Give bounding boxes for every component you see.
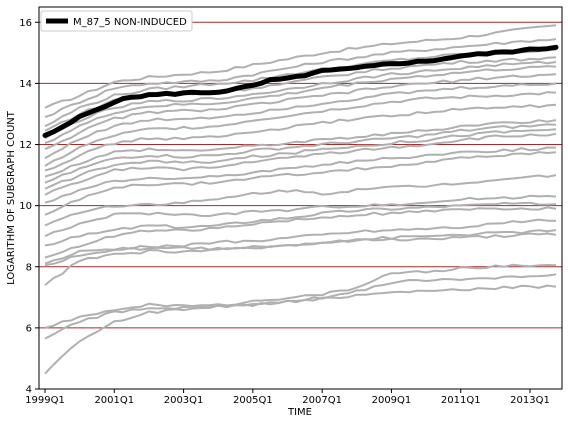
background-series-line-18 [44,194,557,238]
legend-label: M_87_5 NON-INDUCED [73,17,187,28]
axes: 4 6 8 10 12 14 16 1999Q1 2001Q1 2003Q1 2005Q1 2007Q… [19,18,550,406]
x-tick-label: 2013Q1 [510,395,550,406]
background-series-group [44,24,557,375]
highlight-series-line [42,44,559,138]
plot-frame [38,6,563,390]
background-series-line-17 [44,174,557,227]
background-series-line-23 [44,232,557,267]
background-series-line-8 [44,82,557,160]
y-tick-label: 12 [19,140,32,151]
y-tick-label: 6 [26,323,32,334]
y-tick-label: 8 [26,262,32,273]
background-series-line-7 [44,73,557,151]
background-series-line-1 [44,24,557,109]
highlight-series-group [42,44,559,138]
x-tick-label: 2005Q1 [233,395,273,406]
x-tick-label: 2007Q1 [302,395,342,406]
y-tick-label: 10 [19,201,32,212]
x-axis-title: TIME [287,407,312,418]
y-tick-label: 4 [26,385,32,396]
background-series-line-15 [44,146,557,204]
x-tick-label: 2001Q1 [94,395,134,406]
y-tick-label: 14 [19,79,32,90]
x-tick-label: 2003Q1 [164,395,204,406]
legend-box [40,10,193,32]
background-series-line-16 [44,151,557,216]
background-series-line-5 [44,60,557,140]
background-series-line-13 [44,128,557,190]
background-series-line-9 [44,91,557,167]
background-series-line-19 [44,201,557,247]
background-series-line-10 [44,103,557,172]
background-series-line-2 [44,38,557,118]
background-series-line-20 [44,206,557,259]
x-tick-label: 2011Q1 [441,395,481,406]
background-series-line-24 [44,263,557,329]
background-series-line-14 [44,132,557,196]
y-axis-title: LOGARITHM OF SUBGRAPH COUNT [6,110,17,285]
background-series-line-12 [44,123,557,184]
background-series-line-6 [44,65,557,144]
background-series-line-11 [44,119,557,178]
y-tick-label: 16 [19,18,32,29]
x-tick-label: 2009Q1 [372,395,412,406]
legend: M_87_5 NON-INDUCED [40,10,193,32]
x-tick-label: 1999Q1 [25,395,65,406]
background-series-line-26 [44,284,557,375]
